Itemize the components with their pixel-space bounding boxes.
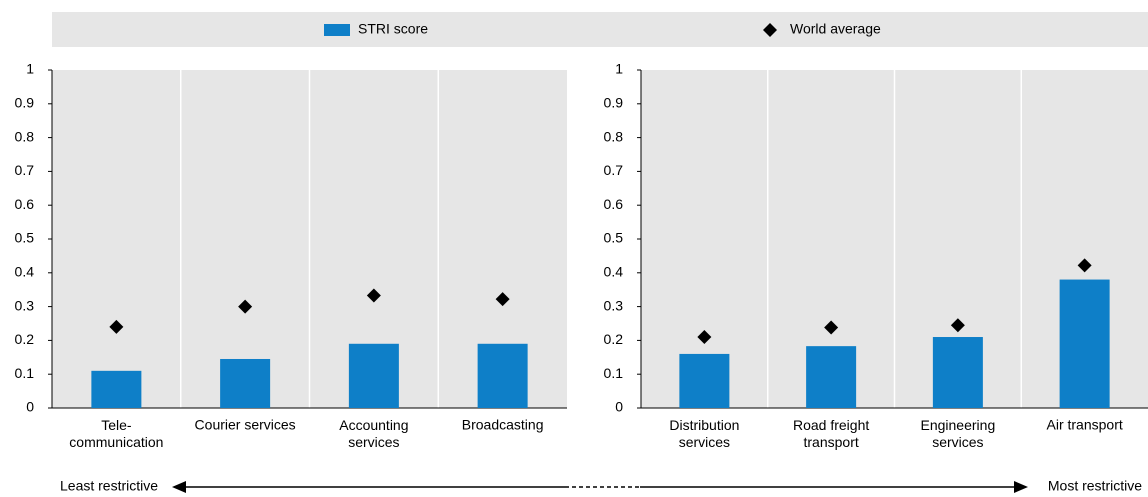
- average-marker: [697, 330, 712, 345]
- x-tick-label: Broadcasting: [462, 417, 544, 433]
- y-tick-label: 0.4: [15, 264, 35, 280]
- arrow-head: [172, 481, 186, 493]
- y-tick-label: 0.5: [15, 230, 35, 246]
- bar: [679, 353, 730, 408]
- legend-label: World average: [790, 21, 881, 37]
- average-marker: [950, 318, 965, 333]
- average-marker: [366, 288, 381, 303]
- legend-swatch: [763, 23, 777, 37]
- average-marker: [238, 299, 253, 314]
- y-tick-label: 0: [615, 399, 623, 415]
- average-marker: [495, 292, 510, 307]
- y-tick-label: 0.1: [15, 365, 35, 381]
- footer-right-label: Most restrictive: [1048, 478, 1142, 494]
- x-tick-label: Accounting services: [339, 417, 408, 450]
- bar: [348, 343, 399, 408]
- average-marker: [1077, 258, 1092, 273]
- y-tick-label: 1: [26, 61, 34, 77]
- y-tick-label: 0.3: [15, 297, 35, 313]
- y-tick-label: 0.7: [604, 162, 624, 178]
- legend-swatch: [324, 24, 350, 36]
- y-tick-label: 0: [26, 399, 34, 415]
- average-marker: [109, 319, 124, 334]
- bar: [806, 346, 857, 408]
- legend-background: [52, 12, 1148, 47]
- x-tick-label: Road freight transport: [793, 417, 869, 450]
- footer-left-label: Least restrictive: [60, 478, 158, 494]
- y-tick-label: 0.2: [604, 331, 624, 347]
- bar: [1059, 279, 1110, 408]
- y-tick-label: 0.7: [15, 162, 35, 178]
- y-tick-label: 0.1: [604, 365, 624, 381]
- bar: [932, 337, 983, 408]
- y-tick-label: 0.6: [604, 196, 624, 212]
- legend-label: STRI score: [358, 21, 428, 37]
- x-tick-label: Tele-communication: [69, 417, 163, 450]
- y-tick-label: 0.9: [604, 95, 624, 111]
- arrow-head: [1014, 481, 1028, 493]
- y-tick-label: 0.2: [15, 331, 35, 347]
- x-tick-label: Distribution services: [669, 417, 739, 450]
- bar: [91, 370, 142, 408]
- y-tick-label: 0.5: [604, 230, 624, 246]
- y-tick-label: 1: [615, 61, 623, 77]
- bar: [477, 343, 528, 408]
- x-tick-label: Courier services: [195, 417, 296, 433]
- y-tick-label: 0.8: [604, 128, 624, 144]
- bar: [220, 358, 271, 408]
- y-tick-label: 0.3: [604, 297, 624, 313]
- x-tick-label: Engineering services: [921, 417, 996, 450]
- y-tick-label: 0.9: [15, 95, 35, 111]
- y-tick-label: 0.6: [15, 196, 35, 212]
- x-tick-label: Air transport: [1047, 417, 1123, 433]
- y-tick-label: 0.8: [15, 128, 35, 144]
- average-marker: [824, 320, 839, 335]
- y-tick-label: 0.4: [604, 264, 624, 280]
